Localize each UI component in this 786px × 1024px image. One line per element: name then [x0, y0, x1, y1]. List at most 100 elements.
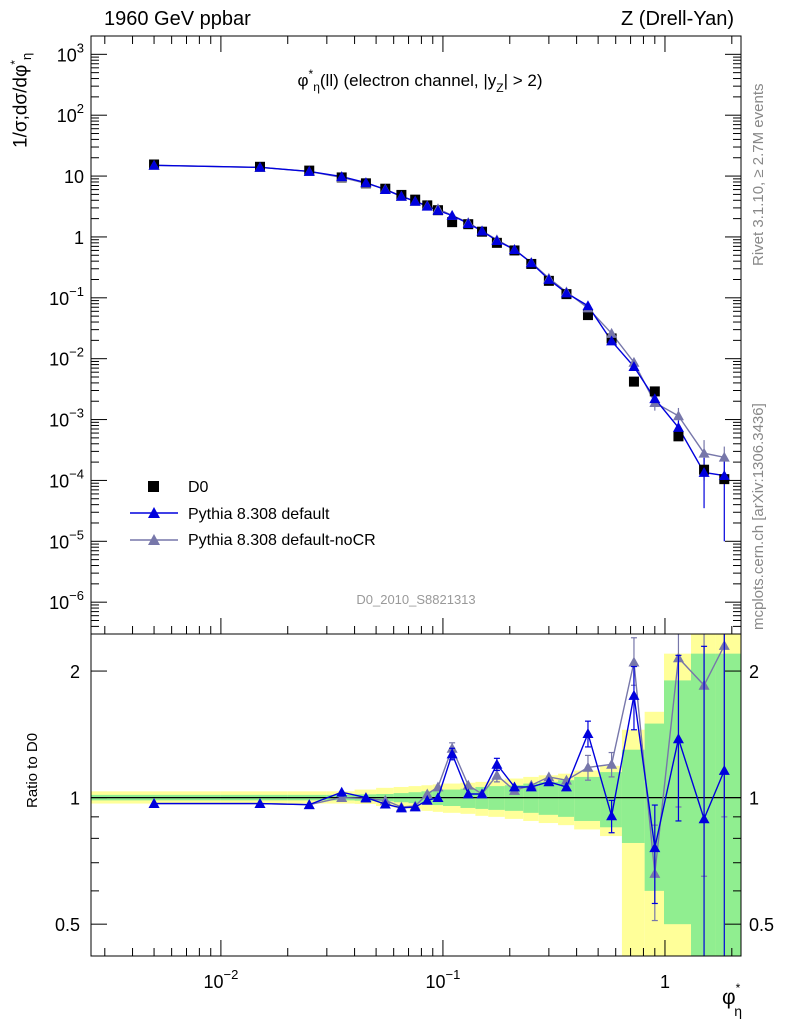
ratio-point-0-20	[628, 689, 640, 700]
series-point-1-15	[525, 257, 537, 268]
x-axis-label: φ* η	[722, 981, 742, 1019]
plot-title: φ*η(ll) (electron channel, |yZ| > 2)	[297, 67, 542, 95]
ratio-point-0-5	[379, 798, 391, 809]
series-point-1-2	[303, 165, 315, 176]
ratio-band-stat-24	[715, 653, 741, 956]
series-point-1-3	[336, 171, 348, 182]
series-point-1-13	[491, 235, 503, 246]
ratio-point-1-8	[421, 788, 433, 799]
ratio-point-1-19	[606, 758, 618, 769]
main-plot-layer	[148, 159, 730, 542]
legend-entry-pythia-default: Pythia 8.308 default	[130, 506, 330, 523]
analysis-watermark: D0_2010_S8821313	[356, 592, 475, 607]
y-tick-label-6: 10−3	[49, 406, 84, 431]
d0-data-point-10	[447, 217, 458, 228]
ratio-point-0-17	[560, 781, 572, 792]
ratio-band-stat-18	[574, 776, 601, 821]
ratio-point-0-15	[525, 781, 537, 792]
ratio-point-0-14	[508, 781, 520, 792]
ratio-y-tick-label-right-1: 1	[749, 789, 759, 809]
series-point-2-19	[606, 327, 618, 338]
series-point-1-9	[432, 204, 444, 215]
ratio-plot-frame	[90, 633, 742, 957]
ratio-point-0-2	[303, 799, 315, 810]
header-left: 1960 GeV ppbar	[104, 8, 251, 30]
series-point-1-1	[254, 161, 266, 172]
series-point-1-22	[672, 422, 684, 432]
ratio-y-tick-label-right-0: 0.5	[749, 915, 774, 935]
legend-entry-pythia-nocr: Pythia 8.308 default-noCR	[130, 532, 376, 549]
series-point-1-7	[409, 195, 421, 206]
y-tick-label-1: 102	[57, 101, 84, 126]
ratio-band-stat-16	[538, 781, 559, 815]
ratio-point-0-21	[649, 842, 661, 853]
ratio-point-0-19	[606, 810, 618, 821]
series-point-1-20	[628, 361, 640, 372]
ratio-point-1-17	[560, 774, 572, 785]
series-point-1-0	[148, 159, 160, 170]
ratio-point-0-0	[148, 798, 160, 808]
series-point-1-23	[698, 466, 710, 477]
ratio-uncertainty-bands	[91, 634, 741, 956]
series-point-1-17	[560, 287, 572, 298]
ratio-y-tick-label-2: 2	[70, 662, 80, 682]
series-point-2-23	[698, 447, 710, 458]
y-tick-label-0: 103	[57, 40, 84, 65]
series-point-1-16	[543, 273, 555, 284]
ratio-point-0-3	[336, 786, 348, 797]
series-point-1-6	[395, 190, 407, 201]
ratio-point-0-22	[672, 733, 684, 744]
y-tick-label-8: 10−5	[49, 527, 84, 552]
ratio-point-1-13	[491, 769, 503, 780]
series-point-2-22	[672, 410, 684, 421]
series-point-1-19	[606, 335, 618, 346]
series-point-1-4	[360, 177, 372, 188]
series-point-1-10	[446, 210, 458, 220]
series-point-1-11	[462, 218, 474, 228]
svg-text:Pythia 8.308 default-noCR: Pythia 8.308 default-noCR	[188, 532, 376, 549]
ratio-point-0-8	[421, 794, 433, 805]
x-tick-label-1: 10−1	[426, 967, 461, 992]
ratio-point-1-16	[543, 771, 555, 782]
y-tick-label-4: 10−1	[49, 284, 84, 309]
ratio-point-1-20	[628, 656, 640, 667]
d0-data-point-22	[673, 431, 684, 442]
y-tick-label-3: 1	[74, 228, 84, 248]
y-tick-label-2: 10	[64, 167, 84, 187]
series-point-2-24	[718, 451, 730, 462]
y-tick-label-9: 10−6	[49, 588, 84, 613]
series-point-1-5	[379, 184, 391, 194]
ratio-band-stat-23	[691, 653, 716, 956]
legend: D0 Pythia 8.308 default Pythia 8.308 def…	[130, 479, 376, 549]
svg-text:D0: D0	[188, 479, 209, 496]
y-tick-label-5: 10−2	[49, 345, 84, 370]
series-point-1-24	[718, 470, 730, 481]
ratio-point-0-7	[409, 801, 421, 812]
series-point-1-14	[508, 244, 520, 254]
ratio-point-0-16	[543, 776, 555, 787]
axes-layer: 10−2 10−1 110310210110−110−210−310−410−510…	[49, 35, 774, 992]
y-tick-label-7: 10−4	[49, 466, 84, 491]
ratio-band-stat-22	[664, 680, 692, 925]
ratio-point-0-18	[582, 728, 594, 738]
ratio-point-0-11	[462, 788, 474, 799]
series-point-1-8	[421, 200, 433, 211]
ratio-point-0-4	[360, 792, 372, 803]
ratio-point-1-18	[582, 761, 594, 772]
ratio-point-0-12	[476, 788, 488, 799]
d0-data-point-20	[628, 376, 639, 387]
d0-data-point-18	[582, 310, 593, 321]
ratio-point-0-24	[718, 765, 730, 775]
series-point-1-21	[649, 393, 661, 404]
ratio-point-0-23	[698, 813, 710, 824]
ratio-plot-layer	[91, 634, 741, 956]
x-tick-label-2: 1	[660, 972, 670, 992]
series-point-1-18	[582, 300, 594, 311]
ratio-point-0-13	[491, 758, 503, 769]
x-tick-label-0: 10−2	[203, 967, 238, 992]
ratio-y-tick-label-0: 0.5	[55, 915, 80, 935]
legend-entry-d0: D0	[148, 479, 209, 496]
ratio-point-1-3	[336, 792, 348, 803]
ratio-point-0-10	[446, 748, 458, 759]
